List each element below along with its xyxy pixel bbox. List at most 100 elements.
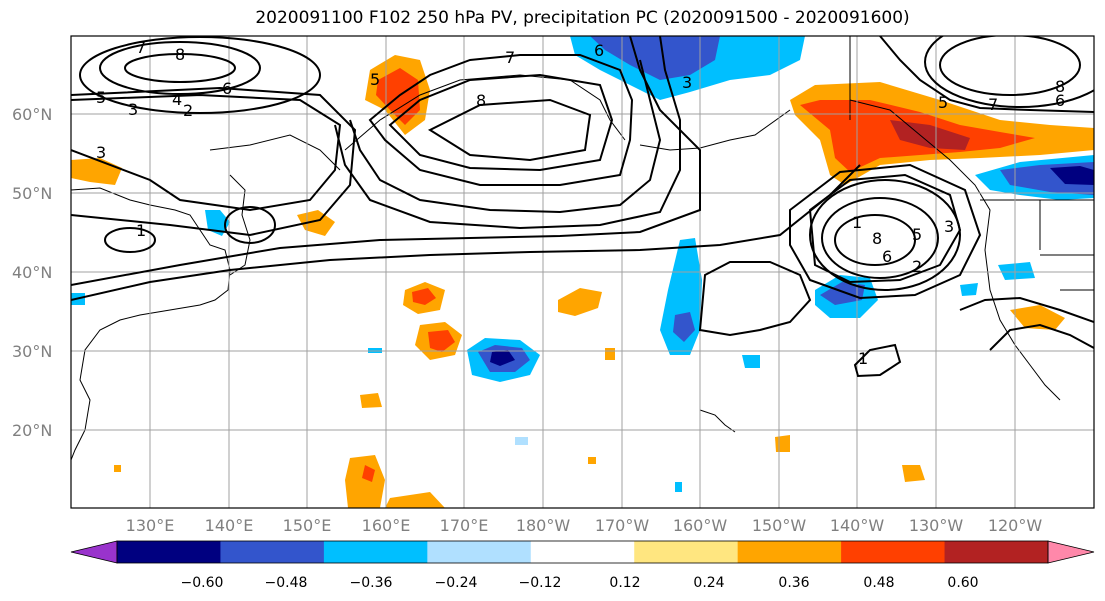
precip-anomaly-region	[775, 435, 790, 452]
precip-anomaly-region	[673, 312, 695, 342]
contour-label: 5	[912, 225, 922, 244]
pv-contour	[989, 323, 1094, 351]
pv-contour	[698, 261, 812, 337]
precip-negative-shading	[71, 36, 1094, 492]
lon-label: 120°W	[988, 516, 1043, 535]
pv-contour	[79, 36, 321, 114]
contour-label: 3	[682, 73, 692, 92]
colorbar-swatch	[427, 541, 532, 563]
colorbar-swatch	[737, 541, 842, 563]
colorbar-extend-high	[1047, 540, 1095, 564]
colorbar-swatch	[323, 541, 428, 563]
contour-labels: 7 8 5 3 4 6 2 3 1 5 7 8 6 3 1 8 5 3 2 6 …	[96, 38, 1065, 368]
precip-anomaly-region	[588, 457, 596, 464]
precip-anomaly-region	[605, 348, 615, 360]
colorbar-tick-label: 0.48	[863, 575, 894, 591]
sakhalin-kamchatka	[209, 134, 341, 171]
colorbar-tick-labels: −0.60 −0.48 −0.36 −0.24 −0.12 0.12 0.24 …	[181, 575, 979, 591]
precip-anomaly-region	[1010, 305, 1065, 330]
precip-anomaly-region	[890, 120, 970, 150]
colorbar-tick-label: 0.24	[693, 575, 724, 591]
gridlines	[71, 36, 1094, 508]
contour-label: 7	[136, 38, 146, 57]
pv-contour	[124, 53, 236, 83]
pv-contour	[71, 164, 861, 301]
colorbar-tick-label: 0.12	[609, 575, 640, 591]
contour-label: 8	[1055, 77, 1065, 96]
precip-anomaly-region	[558, 288, 602, 316]
latitude-axis: 60°N 50°N 40°N 30°N 20°N	[12, 105, 52, 440]
precip-anomaly-region	[412, 288, 436, 305]
lon-label: 160°W	[673, 516, 728, 535]
pv-contour	[834, 214, 916, 266]
pv-contour	[388, 73, 614, 172]
pv-contour	[104, 227, 156, 253]
precip-anomaly-region	[515, 437, 528, 445]
lat-label: 40°N	[12, 263, 52, 282]
pv-contour	[821, 197, 939, 279]
colorbar	[70, 540, 1095, 564]
contour-label: 1	[136, 221, 146, 240]
colorbar-tick-label: 0.36	[778, 575, 809, 591]
pv-contour	[808, 173, 962, 284]
contour-label: 3	[96, 143, 106, 162]
pv-contour	[879, 36, 1094, 113]
precip-anomaly-region	[114, 465, 121, 472]
precip-anomaly-region	[998, 262, 1035, 280]
contour-label: 6	[882, 247, 892, 266]
pv-contour	[349, 59, 662, 214]
contour-label: 8	[476, 91, 486, 110]
pv-contour	[334, 36, 681, 230]
state-borders	[980, 199, 1094, 291]
colorbar-tick-label: −0.12	[519, 575, 562, 591]
pv-contour	[789, 163, 982, 300]
bering-coastline	[344, 74, 626, 151]
lon-label: 140°W	[830, 516, 885, 535]
colorbar-extend-low	[70, 540, 118, 564]
colorbar-swatch	[117, 541, 221, 563]
lat-label: 20°N	[12, 421, 52, 440]
precip-anomaly-region	[490, 350, 515, 366]
contour-label: 1	[852, 213, 862, 232]
lat-label: 50°N	[12, 184, 52, 203]
lon-label: 130°E	[126, 516, 175, 535]
contour-label: 3	[128, 100, 138, 119]
map-frame	[70, 35, 1095, 509]
pv-contour	[71, 93, 342, 212]
contour-label: 4	[172, 90, 182, 109]
colorbar-swatch	[634, 541, 739, 563]
colorbar-border	[116, 540, 1049, 564]
lon-label: 150°W	[752, 516, 807, 535]
lon-label: 140°E	[205, 516, 254, 535]
contour-label: 7	[505, 48, 515, 67]
aleutians	[639, 109, 791, 151]
pv-contour	[959, 296, 1094, 323]
contour-label: 2	[183, 101, 193, 120]
contour-label: 5	[938, 93, 948, 112]
asia-coastline	[71, 187, 231, 461]
pv-contour	[924, 36, 1094, 108]
north-america-coastline	[849, 36, 1061, 401]
pv-contour	[939, 36, 1081, 96]
precip-anomaly-region	[742, 355, 760, 368]
lon-label: 160°E	[362, 516, 411, 535]
pv-contour	[224, 206, 276, 244]
colorbar-swatch	[530, 541, 635, 563]
contour-label: 8	[872, 229, 882, 248]
precip-anomaly-region	[385, 492, 445, 508]
colorbar-swatch	[220, 541, 325, 563]
pv-contour	[71, 86, 357, 237]
pv-contour	[809, 179, 961, 291]
colorbar-swatch	[944, 541, 1049, 563]
contour-label: 8	[175, 45, 185, 64]
precip-anomaly-region	[428, 330, 455, 352]
precip-anomaly-region	[675, 482, 682, 492]
precip-anomaly-region	[360, 393, 382, 408]
contour-label: 2	[912, 257, 922, 276]
precip-anomaly-region	[960, 283, 978, 296]
japan-coastline	[229, 174, 251, 276]
pv-contour	[368, 54, 634, 186]
lat-label: 60°N	[12, 105, 52, 124]
hawaii-islands	[699, 409, 736, 433]
